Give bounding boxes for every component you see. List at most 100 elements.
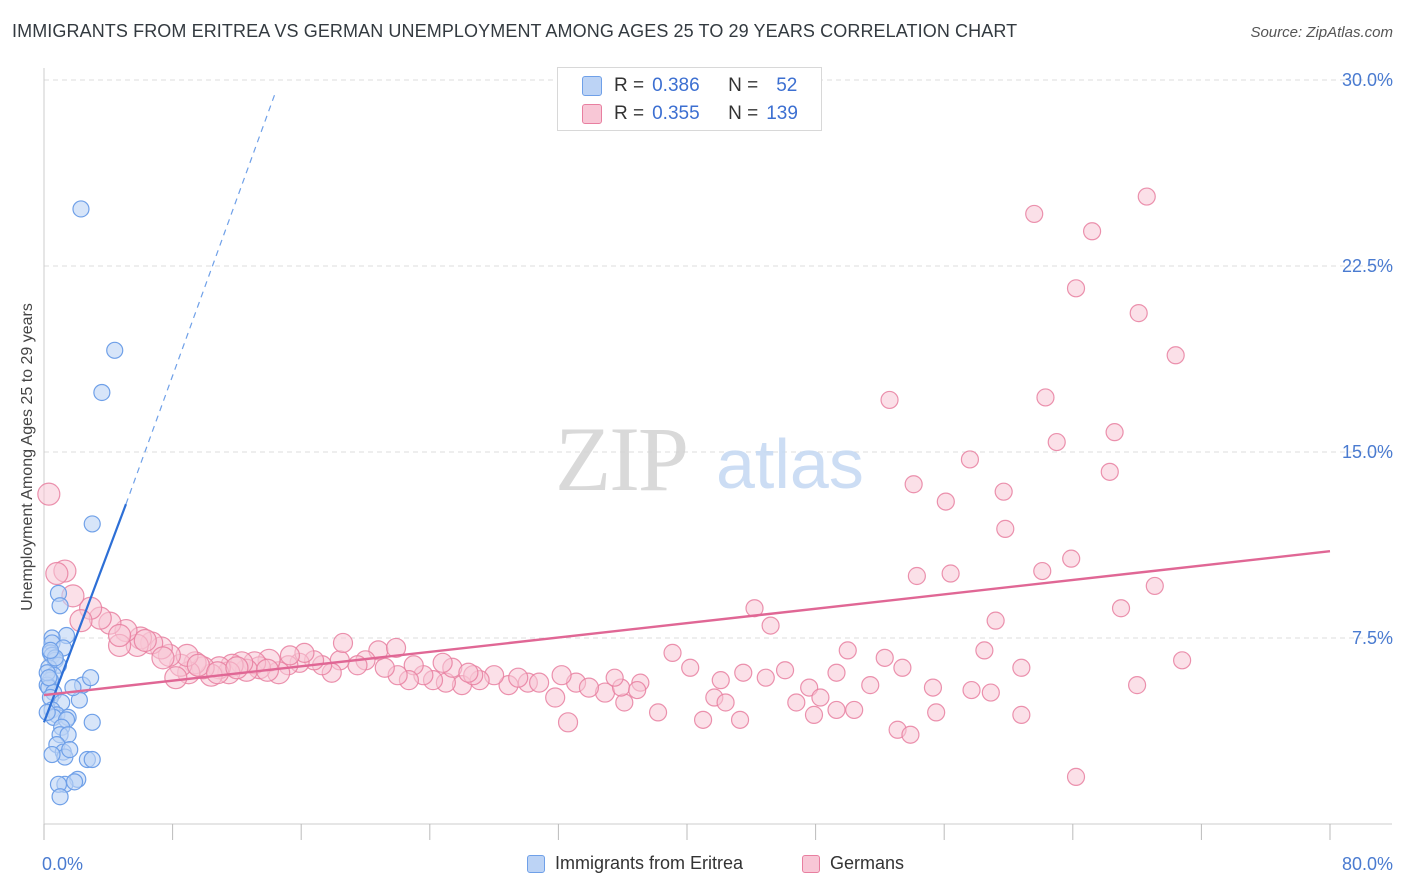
germans-point <box>458 662 479 683</box>
germans-point <box>1127 676 1147 695</box>
eritrea-point <box>93 383 111 402</box>
bottom-legend: Immigrants from Eritrea Germans <box>0 853 1406 877</box>
eritrea-point <box>83 750 101 769</box>
germans-point <box>1012 705 1031 724</box>
trend-lines <box>42 92 1331 723</box>
watermark-atlas: atlas <box>716 425 864 503</box>
germans-point <box>811 688 830 707</box>
germans-point <box>1066 767 1086 786</box>
bottom-legend-germans[interactable]: Germans <box>802 853 904 874</box>
germans-point <box>962 680 981 700</box>
eritrea-trend-line <box>42 503 128 723</box>
germans-point <box>133 628 157 653</box>
bottom-legend-swatch-eritrea <box>527 854 545 873</box>
legend-n-label: N = <box>728 75 759 96</box>
germans-point <box>628 680 647 700</box>
germans-point <box>1129 304 1148 323</box>
germans-point <box>827 700 846 720</box>
legend-box: R = 0.386 N = 52 R = 0.355 N = 139 <box>557 67 822 131</box>
source-credit: Source: ZipAtlas.com <box>1250 24 1393 41</box>
bottom-legend-swatch-germans <box>802 854 820 873</box>
y-tick-label: 15.0% <box>1342 442 1393 462</box>
germans-point <box>923 678 943 697</box>
eritrea-point <box>40 669 58 687</box>
eritrea-point <box>43 745 61 764</box>
germans-point <box>986 611 1005 630</box>
germans-point <box>804 705 824 724</box>
germans-point <box>37 482 61 506</box>
germans-point <box>1082 222 1102 241</box>
germans-point <box>893 658 912 677</box>
germans-point <box>1173 651 1192 670</box>
germans-point <box>1025 204 1044 224</box>
germans-point <box>508 667 529 688</box>
germans-point <box>711 671 730 690</box>
germans-point <box>1111 599 1131 618</box>
bottom-legend-label-germans: Germans <box>830 853 905 873</box>
watermark: ZIP atlas <box>555 408 864 510</box>
germans-point <box>1047 432 1066 452</box>
germans-point <box>1145 576 1164 596</box>
legend-swatch-germans <box>582 104 602 124</box>
germans-point <box>787 693 806 712</box>
germans-point <box>960 450 980 469</box>
germans-point <box>756 668 775 687</box>
germans-point <box>1033 561 1052 581</box>
germans-point <box>1012 658 1031 677</box>
germans-point <box>1062 549 1081 568</box>
germans-point <box>385 637 407 659</box>
germans-point <box>605 668 624 687</box>
eritrea-point <box>72 200 90 218</box>
germans-point <box>775 661 795 680</box>
eritrea-point <box>51 597 69 615</box>
germans-point <box>164 666 188 690</box>
germans-point <box>332 632 354 654</box>
germans-point <box>941 564 960 583</box>
germans-point <box>1066 279 1086 298</box>
eritrea-point <box>65 773 84 791</box>
germans-point <box>529 672 550 693</box>
legend-r-value-germans: 0.355 <box>652 103 700 124</box>
eritrea-point <box>61 740 79 759</box>
germans-point <box>648 703 668 722</box>
eritrea-point <box>82 669 100 687</box>
germans-point <box>151 646 175 670</box>
germans-point <box>1036 388 1055 407</box>
eritrea-point <box>83 515 101 533</box>
eritrea-trend-extension <box>125 92 277 505</box>
germans-point <box>681 658 700 677</box>
legend-swatch-eritrea <box>582 76 602 96</box>
germans-point <box>904 475 923 494</box>
legend-r-label: R = <box>614 103 645 124</box>
germans-point <box>875 648 894 667</box>
germans-point <box>551 665 572 686</box>
germans-point <box>615 693 634 712</box>
germans-point <box>827 663 846 682</box>
germans-point <box>432 652 453 673</box>
germans-point <box>907 566 926 586</box>
bottom-legend-label-eritrea: Immigrants from Eritrea <box>555 853 744 873</box>
eritrea-point <box>83 713 101 731</box>
y-tick-label: 7.5% <box>1352 628 1393 648</box>
germans-point <box>69 609 93 633</box>
germans-point <box>1137 187 1156 206</box>
bottom-legend-eritrea[interactable]: Immigrants from Eritrea <box>527 853 743 874</box>
germans-point <box>927 703 946 722</box>
germans-point <box>279 645 301 666</box>
germans-point <box>734 663 753 682</box>
germans-point <box>981 683 1000 702</box>
germans-point <box>838 641 857 660</box>
legend-row-eritrea: R = 0.386 N = 52 <box>582 74 797 98</box>
tick-labels: 7.5% 15.0% 22.5% 30.0% 0.0% 80.0% <box>42 70 1393 874</box>
germans-point <box>730 710 750 729</box>
germans-point <box>845 700 864 720</box>
germans-point <box>994 482 1013 501</box>
germans-points <box>37 187 1192 786</box>
watermark-zip: ZIP <box>555 408 687 510</box>
germans-point <box>45 561 69 586</box>
germans-point <box>975 641 994 660</box>
legend-r-label: R = <box>614 75 645 96</box>
germans-point <box>761 616 780 635</box>
germans-point <box>663 643 682 662</box>
